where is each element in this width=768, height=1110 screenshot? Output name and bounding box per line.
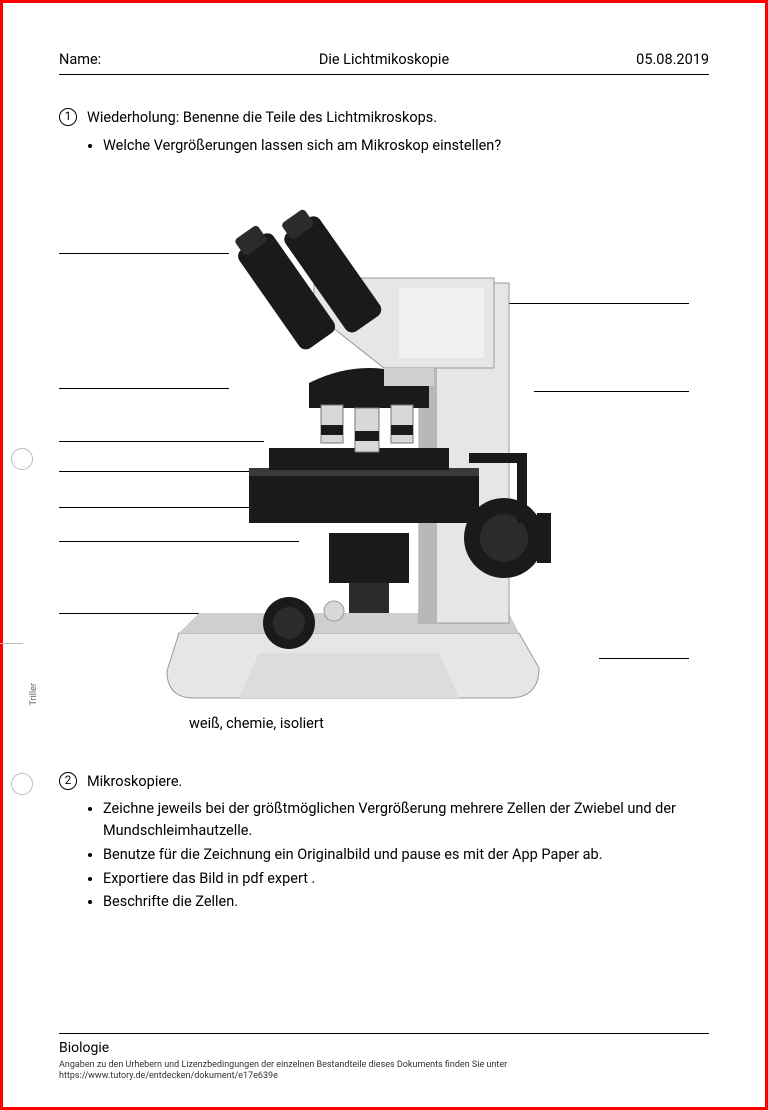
list-item: Beschrifte die Zellen.: [103, 891, 709, 913]
task-2-bullets: Zeichne jeweils bei der größtmöglichen V…: [103, 798, 709, 913]
list-item: Zeichne jeweils bei der größtmöglichen V…: [103, 798, 709, 842]
task-2: 2 Mikroskopiere. Zeichne jeweils bei der…: [59, 771, 709, 914]
subject-label: Biologie: [59, 1033, 709, 1056]
microscope-diagram: weiß, chemie, isoliert: [59, 173, 709, 733]
list-item: Welche Vergrößerungen lassen sich am Mik…: [103, 135, 709, 157]
task-2-number: 2: [59, 772, 77, 790]
list-item: Benutze für die Zeichnung ein Originalbi…: [103, 844, 709, 866]
worksheet-date: 05.08.2019: [492, 51, 709, 68]
task-2-prompt: Mikroskopiere.: [87, 771, 182, 793]
attribution-text: Angaben zu den Urhebern und Lizenzbeding…: [59, 1060, 709, 1083]
attribution-url: https://www.tutory.de/entdecken/dokument…: [59, 1071, 278, 1081]
punch-hole: [11, 773, 33, 795]
label-line: [599, 658, 689, 659]
punch-hole: [11, 448, 33, 470]
attribution-line: Angaben zu den Urhebern und Lizenzbeding…: [59, 1060, 507, 1070]
task-1: 1 Wiederholung: Benenne die Teile des Li…: [59, 107, 709, 157]
author-name: Triller: [29, 683, 39, 705]
list-item: Exportiere das Bild in pdf expert .: [103, 868, 709, 890]
worksheet-title: Die Lichtmikoskopie: [276, 51, 493, 68]
name-label: Name:: [59, 51, 276, 68]
worksheet-footer: Biologie Angaben zu den Urhebern und Liz…: [59, 1033, 709, 1083]
side-rule: [0, 643, 23, 644]
worksheet-header: Name: Die Lichtmikoskopie 05.08.2019: [59, 51, 709, 75]
microscope-illustration: [139, 193, 559, 703]
task-1-number: 1: [59, 108, 77, 126]
task-1-bullets: Welche Vergrößerungen lassen sich am Mik…: [103, 135, 709, 157]
task-1-prompt: Wiederholung: Benenne die Teile des Lich…: [87, 107, 437, 129]
diagram-caption: weiß, chemie, isoliert: [189, 715, 324, 732]
